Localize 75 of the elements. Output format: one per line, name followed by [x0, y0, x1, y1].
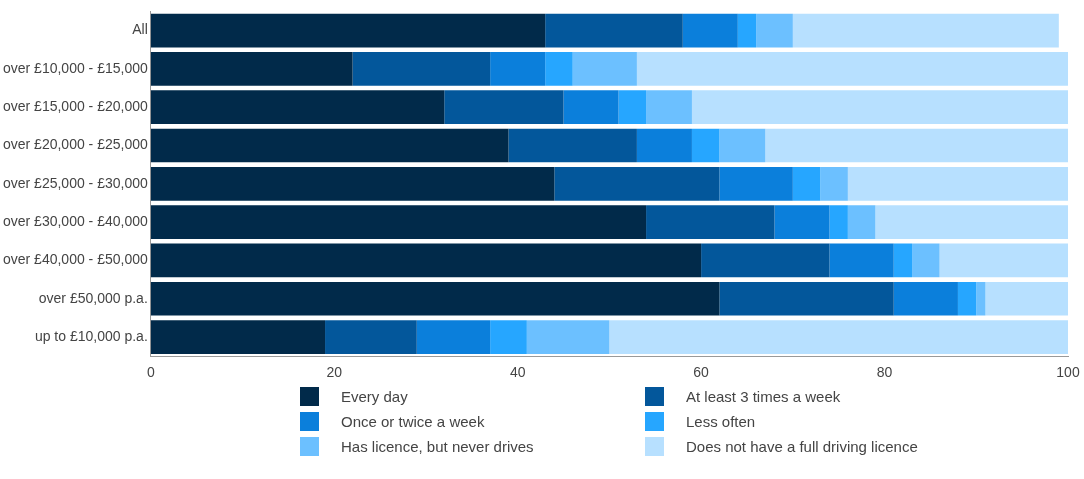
bar [719, 166, 793, 201]
bar [572, 52, 637, 86]
bar [150, 128, 509, 163]
bar [719, 128, 766, 163]
y-tick-label: over £40,000 - £50,000 [3, 251, 148, 268]
bar [150, 166, 555, 201]
bar [150, 320, 326, 354]
x-tick-label: 0 [146, 364, 155, 381]
bar [893, 243, 913, 278]
bar [150, 90, 445, 125]
bar [847, 166, 1068, 201]
bar [490, 320, 527, 354]
bar [325, 320, 417, 354]
bar [691, 90, 1068, 125]
x-tick-label: 60 [693, 364, 710, 381]
bar [792, 13, 1059, 48]
bar [756, 13, 793, 48]
bar [957, 281, 977, 316]
bar [618, 90, 647, 125]
legend-label: Less often [686, 413, 756, 430]
bar [701, 243, 830, 278]
bar [774, 205, 830, 239]
y-tick-label: up to £10,000 p.a. [34, 327, 148, 344]
bar [416, 320, 491, 354]
legend-label: Has licence, but never drives [341, 438, 534, 455]
bar [444, 90, 564, 125]
bar [893, 281, 958, 316]
bar [150, 281, 720, 316]
y-tick-label: over £20,000 - £25,000 [3, 136, 148, 153]
bar [682, 13, 738, 48]
bar [737, 13, 757, 48]
y-tick-label: over £10,000 - £15,000 [3, 59, 148, 76]
bar [976, 281, 986, 316]
bar [875, 205, 1068, 239]
bar [545, 13, 683, 48]
bar [636, 52, 1068, 86]
bar [150, 13, 546, 48]
x-tick-label: 40 [509, 364, 526, 381]
y-tick-label: over £15,000 - £20,000 [3, 98, 148, 115]
bar [636, 128, 692, 163]
bar [847, 205, 876, 239]
bar [646, 205, 775, 239]
bar [554, 166, 720, 201]
bar [939, 243, 1068, 278]
bar [829, 243, 894, 278]
bar [719, 281, 894, 316]
legend-label: Every day [341, 388, 408, 405]
y-tick-label: over £25,000 - £30,000 [3, 174, 148, 191]
bar [563, 90, 619, 125]
bar [150, 52, 353, 86]
y-tick-label: over £30,000 - £40,000 [3, 212, 148, 229]
bar [820, 166, 848, 201]
bar [829, 205, 848, 239]
y-tick-label: All [132, 21, 148, 38]
bar [646, 90, 692, 125]
bar [150, 243, 702, 278]
bar [545, 52, 573, 86]
y-tick-label: over £50,000 p.a. [38, 289, 148, 306]
bar [490, 52, 546, 86]
legend-label: Does not have a full driving licence [686, 438, 918, 455]
bar [508, 128, 637, 163]
x-tick-label: 100 [1056, 364, 1080, 381]
bar [765, 128, 1068, 163]
bar [526, 320, 610, 354]
bar [912, 243, 940, 278]
bar [985, 281, 1068, 316]
x-tick-label: 80 [876, 364, 893, 381]
legend-label: Once or twice a week [341, 413, 485, 430]
bar [609, 320, 1068, 354]
bar [792, 166, 821, 201]
legend-label: At least 3 times a week [686, 388, 841, 405]
x-tick-label: 20 [326, 364, 343, 381]
bar [691, 128, 720, 163]
bar [352, 52, 491, 86]
bar [150, 205, 647, 239]
